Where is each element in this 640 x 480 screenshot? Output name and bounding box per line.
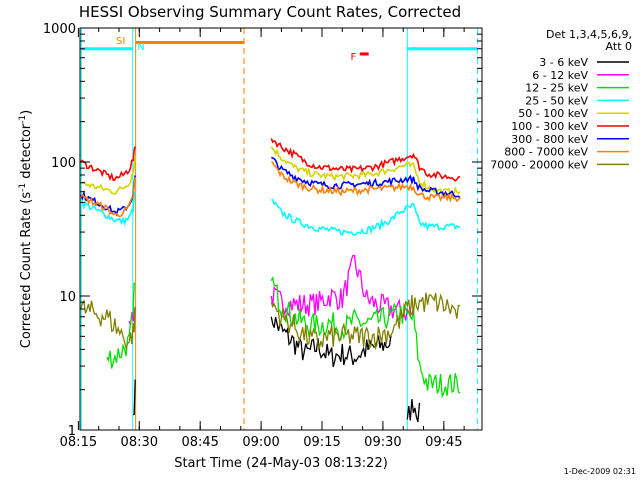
y-tick-label-2: 100 <box>51 156 76 171</box>
series-line-0-seg-2 <box>406 399 421 423</box>
series-line-4-seg-0 <box>80 156 136 196</box>
series-line-6-seg-1 <box>271 156 461 199</box>
flag-label-n: N <box>137 42 144 53</box>
x-tick-label-5: 09:30 <box>364 435 401 450</box>
y-axis-label: Corrected Count Rate (s-1 detector-1) <box>18 110 34 348</box>
series-line-8-seg-0 <box>80 299 136 352</box>
legend-label-0: 3 - 6 keV <box>539 56 588 69</box>
flag-label-si: SI <box>116 36 125 47</box>
legend-label-7: 800 - 7000 keV <box>504 146 588 159</box>
legend-label-3: 25 - 50 keV <box>525 94 588 107</box>
legend-header-line-1: Det 1,3,4,5,6,9, <box>546 28 632 41</box>
y-axis-label-mid: detector <box>19 123 34 183</box>
series-line-0-seg-0 <box>132 379 136 416</box>
plot-frame <box>79 27 483 431</box>
x-tick-label-4: 09:15 <box>303 435 340 450</box>
x-tick-label-1: 08:30 <box>121 435 158 450</box>
flag-label-f: F <box>350 52 356 63</box>
series-line-3-seg-1 <box>271 198 461 237</box>
x-tick-label-6: 09:45 <box>425 435 462 450</box>
legend-label-1: 6 - 12 keV <box>532 69 588 82</box>
y-axis: 1 10 100 1000 <box>43 22 482 439</box>
plot-area: SI N F <box>80 28 479 430</box>
legend-label-6: 300 - 800 keV <box>511 133 588 146</box>
y-axis-label-pre: Corrected Count Rate (s <box>19 192 34 349</box>
y-axis-label-sup2: -1 <box>18 115 28 124</box>
y-axis-label-sup1: -1 <box>18 183 28 192</box>
y-tick-label-1: 10 <box>59 290 76 305</box>
series-line-2-seg-0 <box>106 282 136 369</box>
legend-label-4: 50 - 100 keV <box>518 107 588 120</box>
x-tick-label-0: 08:15 <box>60 435 97 450</box>
series-line-4-seg-1 <box>270 146 461 198</box>
y-tick-label-3: 1000 <box>43 22 76 37</box>
y-tick-label-0: 1 <box>68 424 76 439</box>
series-line-7-seg-1 <box>271 161 461 203</box>
chart-title: HESSI Observing Summary Count Rates, Cor… <box>79 3 461 21</box>
y-axis-label-post: ) <box>19 110 34 115</box>
series-line-3-seg-0 <box>80 191 136 227</box>
x-axis-label: Start Time (24-May-03 08:13:22) <box>174 456 388 471</box>
x-axis: 08:15 08:30 08:45 09:00 09:15 09:30 09:45 <box>60 28 465 450</box>
legend-label-2: 12 - 25 keV <box>525 82 588 95</box>
series-line-2-seg-1 <box>270 275 461 399</box>
series-line-5-seg-1 <box>270 138 461 182</box>
series-line-8-seg-1 <box>270 292 461 351</box>
x-tick-label-2: 08:45 <box>181 435 218 450</box>
series-line-5-seg-0 <box>80 146 136 182</box>
series-line-1-seg-1 <box>270 254 415 321</box>
legend-header-line-2: Att 0 <box>606 40 632 53</box>
series-line-7-seg-0 <box>80 177 136 218</box>
timestamp-footer: 1-Dec-2009 02:31 <box>564 467 636 476</box>
x-tick-label-3: 09:00 <box>242 435 279 450</box>
legend-label-8: 7000 - 20000 keV <box>490 158 588 171</box>
legend-label-5: 100 - 300 keV <box>511 120 588 133</box>
